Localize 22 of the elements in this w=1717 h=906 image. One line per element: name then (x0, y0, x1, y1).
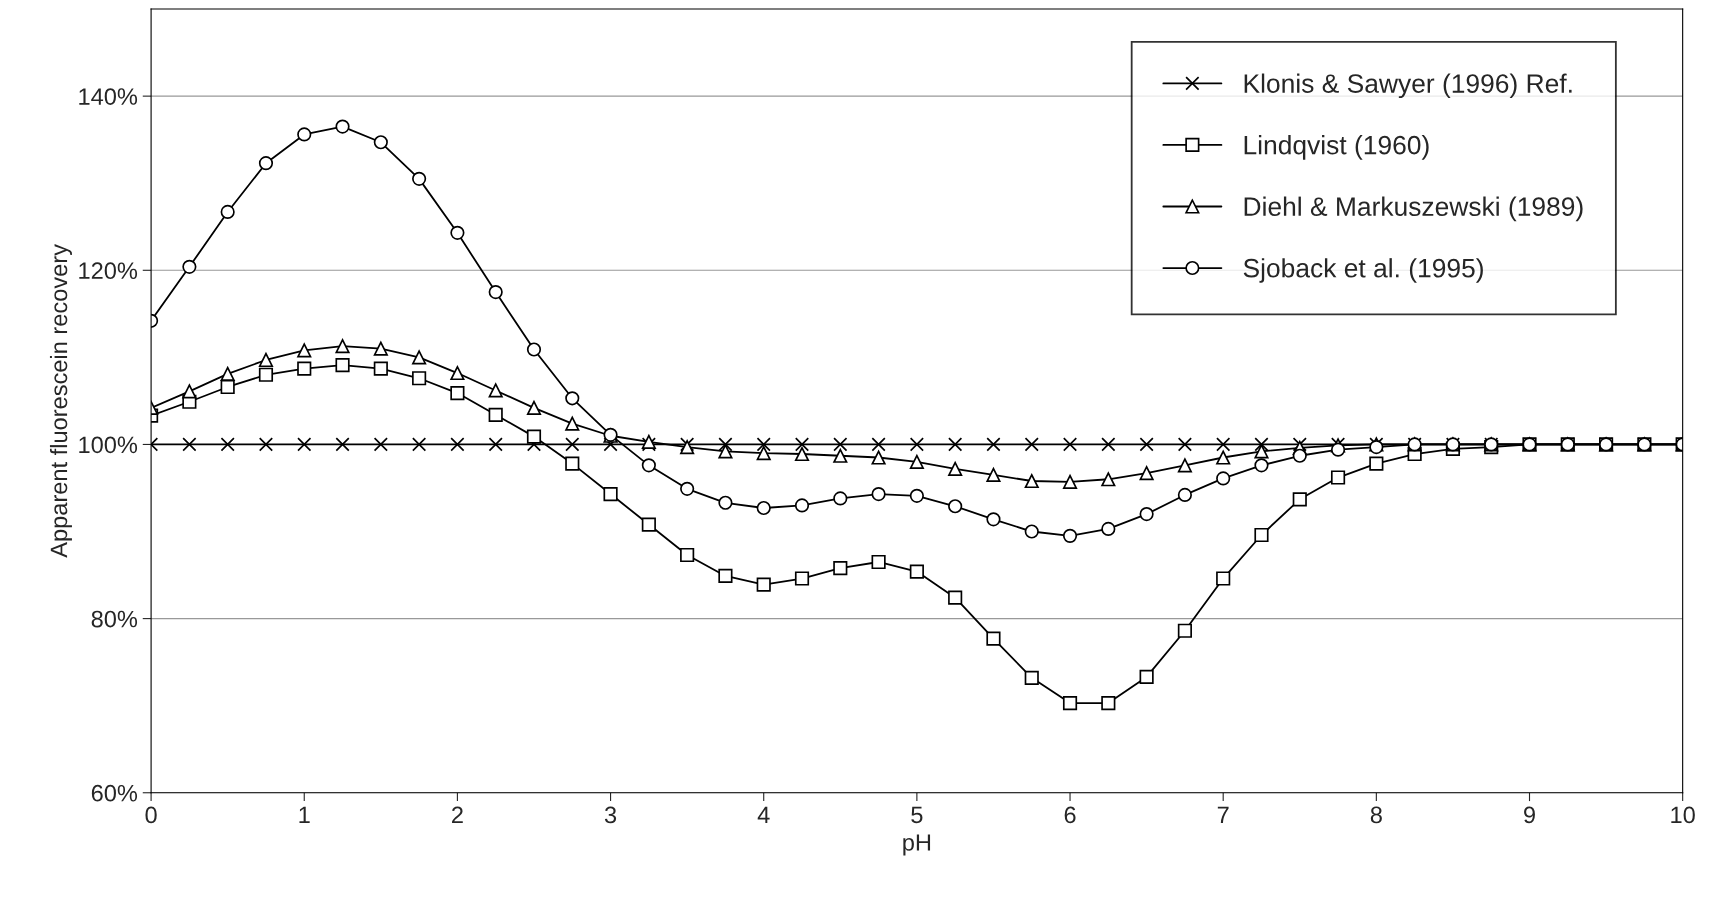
x-tick-label: 0 (145, 806, 157, 824)
x-tick-label: 4 (757, 806, 770, 824)
y-tick-label: 100% (79, 436, 138, 454)
x-tick-label: 2 (452, 806, 463, 824)
x-tick-label: 6 (1064, 806, 1076, 824)
legend-label: Diehl & Markuszewski (1989) (1244, 196, 1583, 222)
legend-label: Klonis & Sawyer (1996) Ref. (1244, 73, 1572, 99)
x-axis-title: pH (903, 834, 931, 856)
x-tick-label: 1 (299, 806, 310, 824)
y-tick-label: 60% (91, 784, 138, 802)
y-axis-title: Apparent fluorescein recovery (49, 244, 72, 558)
x-tick-label: 5 (911, 806, 923, 824)
x-tick-label: 3 (604, 806, 617, 824)
x-tick-label: 7 (1217, 806, 1229, 824)
legend-label: Sjoback et al. (1995) (1243, 258, 1483, 283)
x-tick-label: 9 (1524, 806, 1535, 824)
y-tick-label: 80% (91, 610, 138, 628)
x-tick-label: 10 (1671, 806, 1695, 824)
x-tick-label: 8 (1370, 806, 1382, 824)
y-tick-label: 120% (79, 262, 138, 280)
y-tick-label: 140% (79, 88, 138, 105)
legend-label: Lindqvist (1960) (1244, 135, 1429, 160)
